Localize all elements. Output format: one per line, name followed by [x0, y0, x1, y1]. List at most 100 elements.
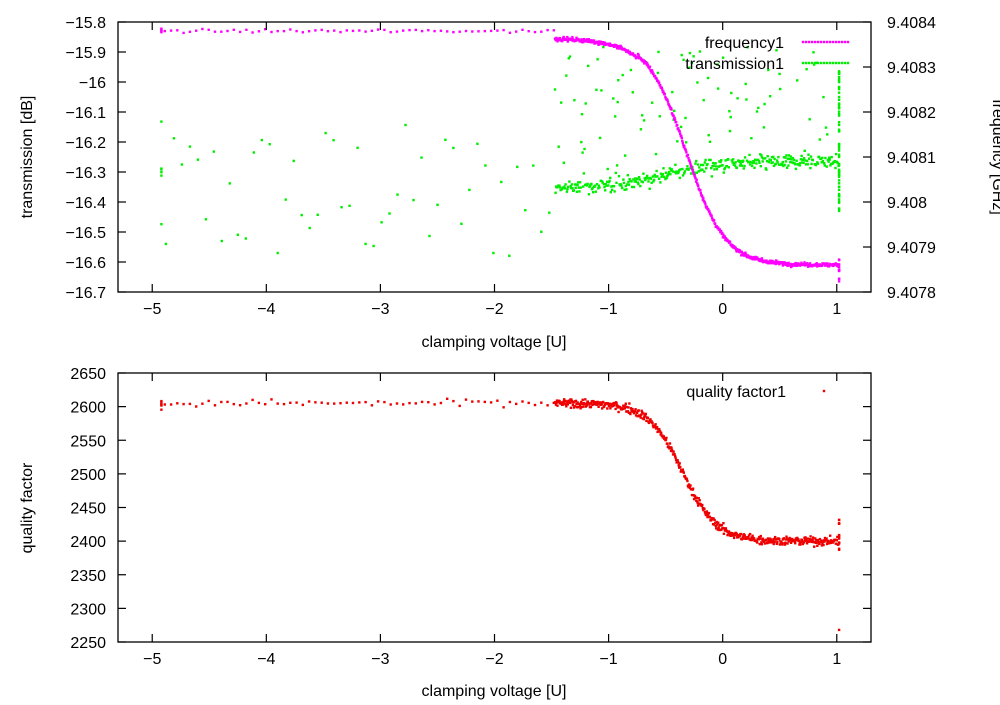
transmission1-point [591, 186, 594, 190]
frequency1-point [803, 261, 806, 264]
transmission1-point [260, 138, 263, 142]
quality-factor1-point [796, 536, 799, 540]
transmission1-point [284, 198, 287, 201]
frequency1-point [555, 36, 558, 40]
top-y-tick-label: −16.1 [66, 105, 107, 122]
bottom-plot-points [160, 389, 841, 632]
frequency1-point [683, 144, 686, 148]
transmission1-point [742, 159, 745, 162]
quality-factor1-point [562, 402, 565, 405]
transmission1-point [802, 161, 805, 164]
quality-factor1-point [670, 446, 673, 449]
frequency1-point [807, 264, 811, 268]
frequency1-point [188, 30, 192, 33]
frequency1-point [837, 269, 841, 273]
quality-factor1-point [767, 539, 771, 542]
frequency1-point [427, 29, 430, 32]
top-legend-markers [801, 40, 850, 65]
frequency1-point [163, 29, 166, 33]
transmission1-point [837, 200, 841, 203]
transmission1-point [837, 91, 841, 94]
quality-factor1-point [691, 487, 695, 490]
transmission1-point [837, 114, 841, 117]
quality-factor1-point [811, 538, 814, 542]
transmission1-point [798, 164, 801, 167]
frequency1-point [744, 251, 747, 254]
quality-factor1-point [666, 442, 669, 445]
quality-factor1-point [257, 401, 261, 405]
quality-factor1-point [677, 461, 680, 464]
frequency1-point [666, 100, 670, 103]
quality-factor1-point [627, 406, 630, 409]
transmission1-point [775, 49, 778, 52]
transmission1-point [569, 185, 572, 188]
transmission1-point [710, 166, 713, 170]
transmission1-point [652, 178, 656, 182]
transmission1-point [436, 203, 439, 206]
frequency1-point [596, 42, 600, 45]
quality-factor1-point [295, 401, 298, 404]
quality-factor1-point [708, 516, 712, 519]
transmission1-point [837, 70, 841, 73]
transmission1-point [837, 169, 841, 173]
transmission1-point [609, 176, 612, 180]
quality-factor1-point [827, 539, 830, 543]
transmission1-point [600, 89, 603, 92]
quality-factor1-point [720, 523, 723, 527]
transmission1-point [698, 50, 702, 53]
quality-factor1-point [251, 398, 254, 402]
quality-factor1-point [607, 404, 611, 408]
transmission1-point [777, 155, 780, 159]
transmission1-point [801, 161, 804, 164]
quality-factor1-point [703, 507, 706, 511]
transmission1-point [669, 173, 672, 176]
transmission1-point [600, 180, 604, 183]
transmission1-point [276, 251, 279, 255]
quality-factor1-point [569, 406, 573, 409]
quality-factor1-point [408, 401, 411, 405]
quality-factor1-point [750, 538, 754, 542]
transmission1-point [568, 55, 572, 58]
quality-factor1-point [195, 405, 198, 408]
quality-factor1-point [732, 534, 735, 537]
quality-factor1-point [558, 400, 561, 403]
transmission1-point [837, 175, 841, 178]
transmission1-point [837, 123, 841, 127]
top-y-axis-label: transmission [dB] [19, 96, 36, 219]
transmission1-point [728, 110, 731, 113]
quality-factor1-point [414, 402, 417, 405]
quality-factor1-point [489, 401, 493, 404]
quality-factor1-point [759, 537, 762, 540]
transmission1-point [657, 50, 660, 54]
quality-factor1-point [808, 538, 811, 541]
transmission1-point [779, 87, 782, 91]
quality-factor1-point [580, 402, 583, 405]
quality-factor1-point [578, 402, 581, 406]
quality-factor1-point [395, 402, 399, 405]
transmission1-point [160, 171, 163, 174]
transmission1-point [609, 191, 612, 194]
bottom-y-tick-label: 2500 [70, 467, 106, 484]
quality-factor1-point [160, 400, 163, 404]
transmission1-point [615, 181, 618, 184]
transmission1-point [804, 163, 808, 166]
quality-factor1-point [714, 521, 717, 525]
transmission1-point [605, 180, 609, 183]
transmission1-point [626, 174, 629, 177]
frequency1-point [420, 29, 424, 33]
transmission1-point [731, 161, 734, 164]
quality-factor1-point [624, 404, 627, 407]
transmission1-point [761, 160, 764, 163]
transmission1-point [811, 158, 815, 162]
bottom-legend: quality factor1 [686, 384, 786, 401]
transmission1-point [752, 161, 756, 164]
transmission1-point [236, 233, 239, 236]
transmission1-point [562, 161, 565, 164]
transmission1-point [778, 72, 781, 76]
quality-factor1-point [821, 542, 824, 545]
frequency1-point [587, 40, 590, 44]
transmission1-point [809, 155, 813, 158]
quality-factor1-point [815, 539, 818, 542]
frequency1-point [651, 70, 654, 74]
transmission1-point [757, 159, 761, 162]
